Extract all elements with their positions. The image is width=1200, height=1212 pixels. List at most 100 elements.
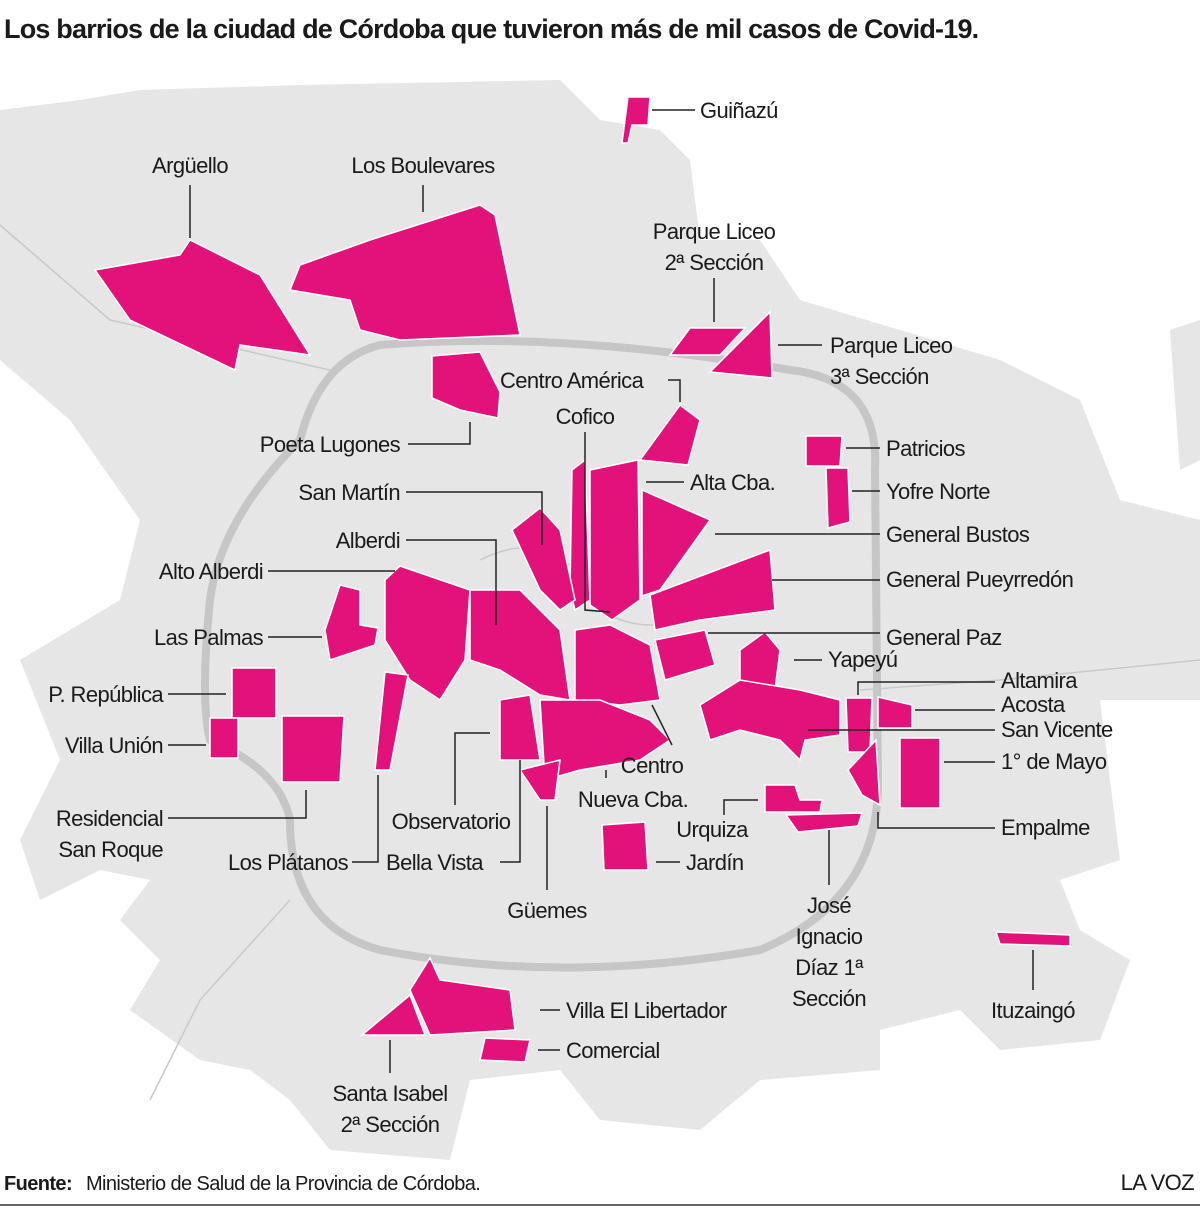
neighborhood-label: Comercial <box>566 1038 660 1063</box>
area-shape <box>324 584 379 661</box>
area-shape <box>668 327 747 356</box>
leader-line <box>723 799 758 815</box>
leader-line <box>857 681 995 695</box>
area-shape <box>739 630 781 691</box>
leader-line <box>406 491 543 545</box>
road <box>859 659 1200 691</box>
neighborhood-label: Parque Liceo <box>830 333 953 358</box>
leader-line <box>352 775 379 863</box>
neighborhood-label: Centro <box>621 753 684 778</box>
area-shape <box>601 821 649 871</box>
neighborhood-label: Villa El Libertador <box>566 998 727 1023</box>
area-shape <box>708 310 773 379</box>
leader-line <box>651 704 673 746</box>
neighborhood-label: Alta Cba. <box>690 470 775 495</box>
neighborhood-label: Los Plátanos <box>228 850 349 875</box>
area-shape <box>654 629 716 681</box>
area-shape <box>764 784 823 813</box>
neighborhood-label: Cofico <box>556 404 615 429</box>
area-shape <box>877 696 913 729</box>
neighborhood-label: Patricios <box>886 436 966 461</box>
source-label: Fuente: <box>4 1173 72 1195</box>
area-shape <box>469 589 571 701</box>
neighborhood-label: San Martín <box>298 480 400 505</box>
neighborhood-label: Acosta <box>1001 692 1066 717</box>
area-shape <box>1170 320 1200 470</box>
neighborhood-label: Observatorio <box>392 809 511 834</box>
area-shape <box>384 565 471 702</box>
labels: Argüello Los Boulevares Guiñazú Parque Lice… <box>48 98 1113 1137</box>
leader-line <box>877 812 995 829</box>
neighborhood-label: General Paz <box>886 625 1002 650</box>
area-shape <box>499 694 541 761</box>
leader-line <box>408 422 471 445</box>
neighborhood-label: Poeta Lugones <box>260 432 401 457</box>
area-shape <box>93 239 312 372</box>
neighborhood-label: Altamira <box>1001 668 1078 693</box>
area-shape <box>784 812 864 833</box>
leader-line <box>454 732 490 805</box>
neighborhood-label: Los Boulevares <box>351 153 495 178</box>
leader-line <box>668 379 681 402</box>
area-shape <box>589 459 641 621</box>
neighborhood-label: Centro América <box>500 368 645 393</box>
area-shape <box>281 715 345 783</box>
leader-line <box>584 432 611 613</box>
credit: LA VOZ <box>1121 1170 1195 1195</box>
area-shape <box>845 697 873 753</box>
neighborhood-label: San Roque <box>58 837 163 862</box>
area-shape <box>641 488 712 598</box>
area-shape <box>231 667 277 719</box>
area-shape <box>359 993 427 1036</box>
neighborhood-label: Alberdi <box>336 528 400 553</box>
neighborhood-label: 1° de Mayo <box>1001 749 1107 774</box>
area-shape <box>479 1037 531 1063</box>
neighborhood-label: General Bustos <box>886 522 1030 547</box>
area-shape <box>374 671 409 771</box>
neighborhood-label: Yapeyú <box>828 647 897 672</box>
source-text: Ministerio de Salud de la Provincia de C… <box>86 1173 480 1195</box>
area-shape <box>847 738 881 807</box>
area-shape <box>805 435 843 467</box>
neighborhood-label: Sección <box>792 986 866 1011</box>
title: Los barrios de la ciudad de Córdoba que … <box>4 14 978 44</box>
area-shape <box>899 737 941 809</box>
neighborhood-label: Alto Alberdi <box>159 559 263 584</box>
area-shape <box>699 679 841 762</box>
neighborhood-label: Díaz 1ª <box>795 955 864 980</box>
area-shape <box>511 506 576 611</box>
leader-lines <box>168 109 1034 1073</box>
leader-line <box>406 539 497 625</box>
neighborhood-label: José <box>807 893 851 918</box>
neighborhood-label: Residencial <box>56 806 163 831</box>
neighborhood-label: 2ª Sección <box>665 250 764 275</box>
neighborhood-label: 2ª Sección <box>341 1112 440 1137</box>
area-shape <box>431 351 501 419</box>
area-shape <box>825 467 851 529</box>
neighborhood-label: Argüello <box>152 153 228 178</box>
neighborhood-label: Ituzaingó <box>991 998 1075 1023</box>
neighborhood-label: Parque Liceo <box>653 219 776 244</box>
road <box>0 224 331 371</box>
neighborhood-label: Urquiza <box>676 817 749 842</box>
road <box>149 899 291 1101</box>
area-shape <box>638 403 701 466</box>
neighborhood-label: Nueva Cba. <box>578 787 688 812</box>
leader-line <box>500 760 521 863</box>
area-shape <box>209 717 239 759</box>
neighborhood-label: 3ª Sección <box>830 364 929 389</box>
neighborhood-label: Ignacio <box>796 924 863 949</box>
neighborhood-label: Jardín <box>686 850 744 875</box>
neighborhood-label: General Pueyrredón <box>886 567 1073 592</box>
neighborhood-label: Guiñazú <box>700 98 778 123</box>
neighborhood-label: Bella Vista <box>386 850 484 875</box>
area-shape <box>621 96 651 144</box>
area-shape <box>409 956 516 1036</box>
neighborhood-label: Santa Isabel <box>332 1081 447 1106</box>
neighborhood-label: Yofre Norte <box>886 479 990 504</box>
area-shape <box>288 204 521 341</box>
neighborhood-areas <box>93 96 1071 1063</box>
leader-line <box>168 790 307 819</box>
area-shape <box>649 548 776 631</box>
